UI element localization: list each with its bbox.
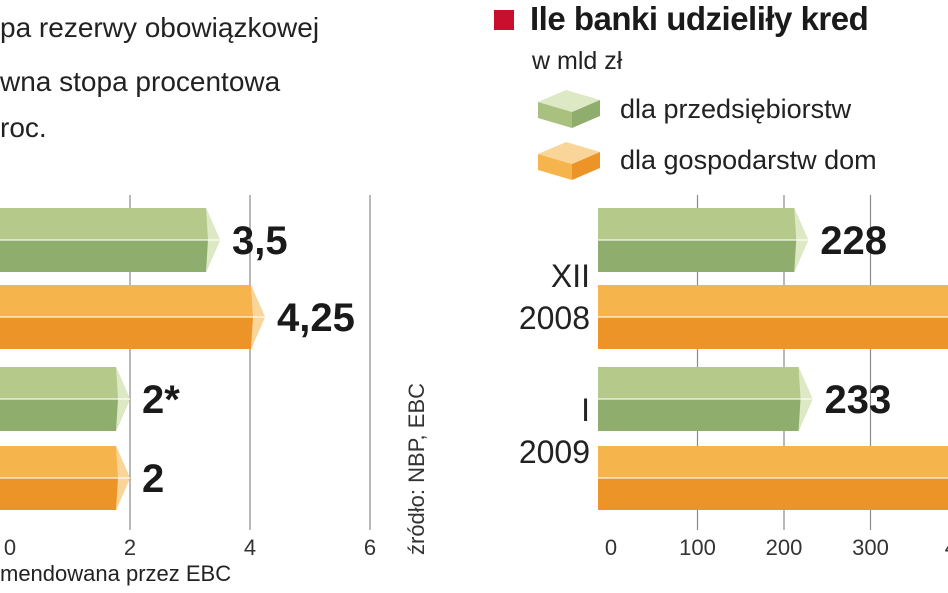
right-bar-0 [598, 208, 809, 272]
legend-label-enterprises: dla przedsiębiorstw [620, 94, 852, 124]
left-data-label-2: 2* [142, 378, 180, 422]
left-tick-0: 0 [4, 535, 16, 560]
right-bar-3-top-face [598, 446, 948, 478]
left-bar-3-top-face [0, 446, 130, 478]
right-bar-3 [598, 446, 948, 510]
right-tick-4: 40 [945, 535, 948, 560]
left-legend-line-3: roc. [0, 112, 47, 143]
right-data-label-0: 228 [820, 219, 887, 263]
left-data-label-3: 2 [142, 457, 164, 501]
right-bar-0-bottom-face [598, 240, 809, 272]
left-bar-2-bottom-face [0, 399, 130, 431]
left-bar-0-top-face [0, 208, 220, 240]
group-label-i: I [581, 392, 590, 428]
left-bar-0-bottom-face [0, 240, 220, 272]
left-bar-0 [0, 208, 220, 272]
left-bar-1-top-face [0, 285, 265, 317]
right-bar-0-top-face [598, 208, 809, 240]
right-bar-2 [598, 367, 813, 431]
group-label-2009: 2009 [518, 434, 590, 470]
right-bar-1-bottom-face [598, 317, 948, 349]
right-bar-2-bottom-face [598, 399, 813, 431]
left-legend-line-2: wna stopa procentowa [0, 66, 281, 97]
legend-label-households: dla gospodarstw dom [620, 145, 877, 175]
orange-cube-icon [538, 142, 600, 180]
right-bar-3-bottom-face [598, 478, 948, 510]
source-note: źródło: NBP, EBC [404, 383, 429, 555]
left-tick-1: 2 [124, 535, 136, 560]
left-data-label-0: 3,5 [232, 219, 288, 263]
right-chart-title: Ile banki udzieliły kred [530, 0, 869, 37]
right-tick-2: 200 [766, 535, 803, 560]
left-bar-1-bottom-face [0, 317, 265, 349]
group-label-2008: 2008 [518, 300, 590, 336]
left-tick-2: 4 [244, 535, 256, 560]
legend-orange-cube [534, 138, 604, 182]
left-footnote: mendowana przez EBC [0, 561, 232, 586]
left-tick-3: 6 [364, 535, 376, 560]
right-chart-subtitle: w mld zł [532, 47, 623, 75]
right-bar-1-top-face [598, 285, 948, 317]
right-tick-3: 300 [852, 535, 889, 560]
right-bar-1 [598, 285, 948, 349]
left-bar-1 [0, 285, 265, 349]
right-bar-2-top-face [598, 367, 813, 399]
legend-green-cube [534, 86, 604, 130]
green-cube-icon [538, 90, 600, 128]
right-tick-0: 0 [605, 535, 617, 560]
left-bar-2-top-face [0, 367, 130, 399]
right-tick-1: 100 [679, 535, 716, 560]
left-legend-line-1: pa rezerwy obowiązkowej [0, 12, 320, 43]
left-bar-3-bottom-face [0, 478, 130, 510]
title-marker [494, 10, 514, 30]
right-data-label-1: 233 [825, 378, 892, 422]
group-label-xii: XII [550, 258, 590, 294]
left-data-label-1: 4,25 [277, 296, 355, 340]
left-bar-2 [0, 367, 130, 431]
left-bar-3 [0, 446, 130, 510]
